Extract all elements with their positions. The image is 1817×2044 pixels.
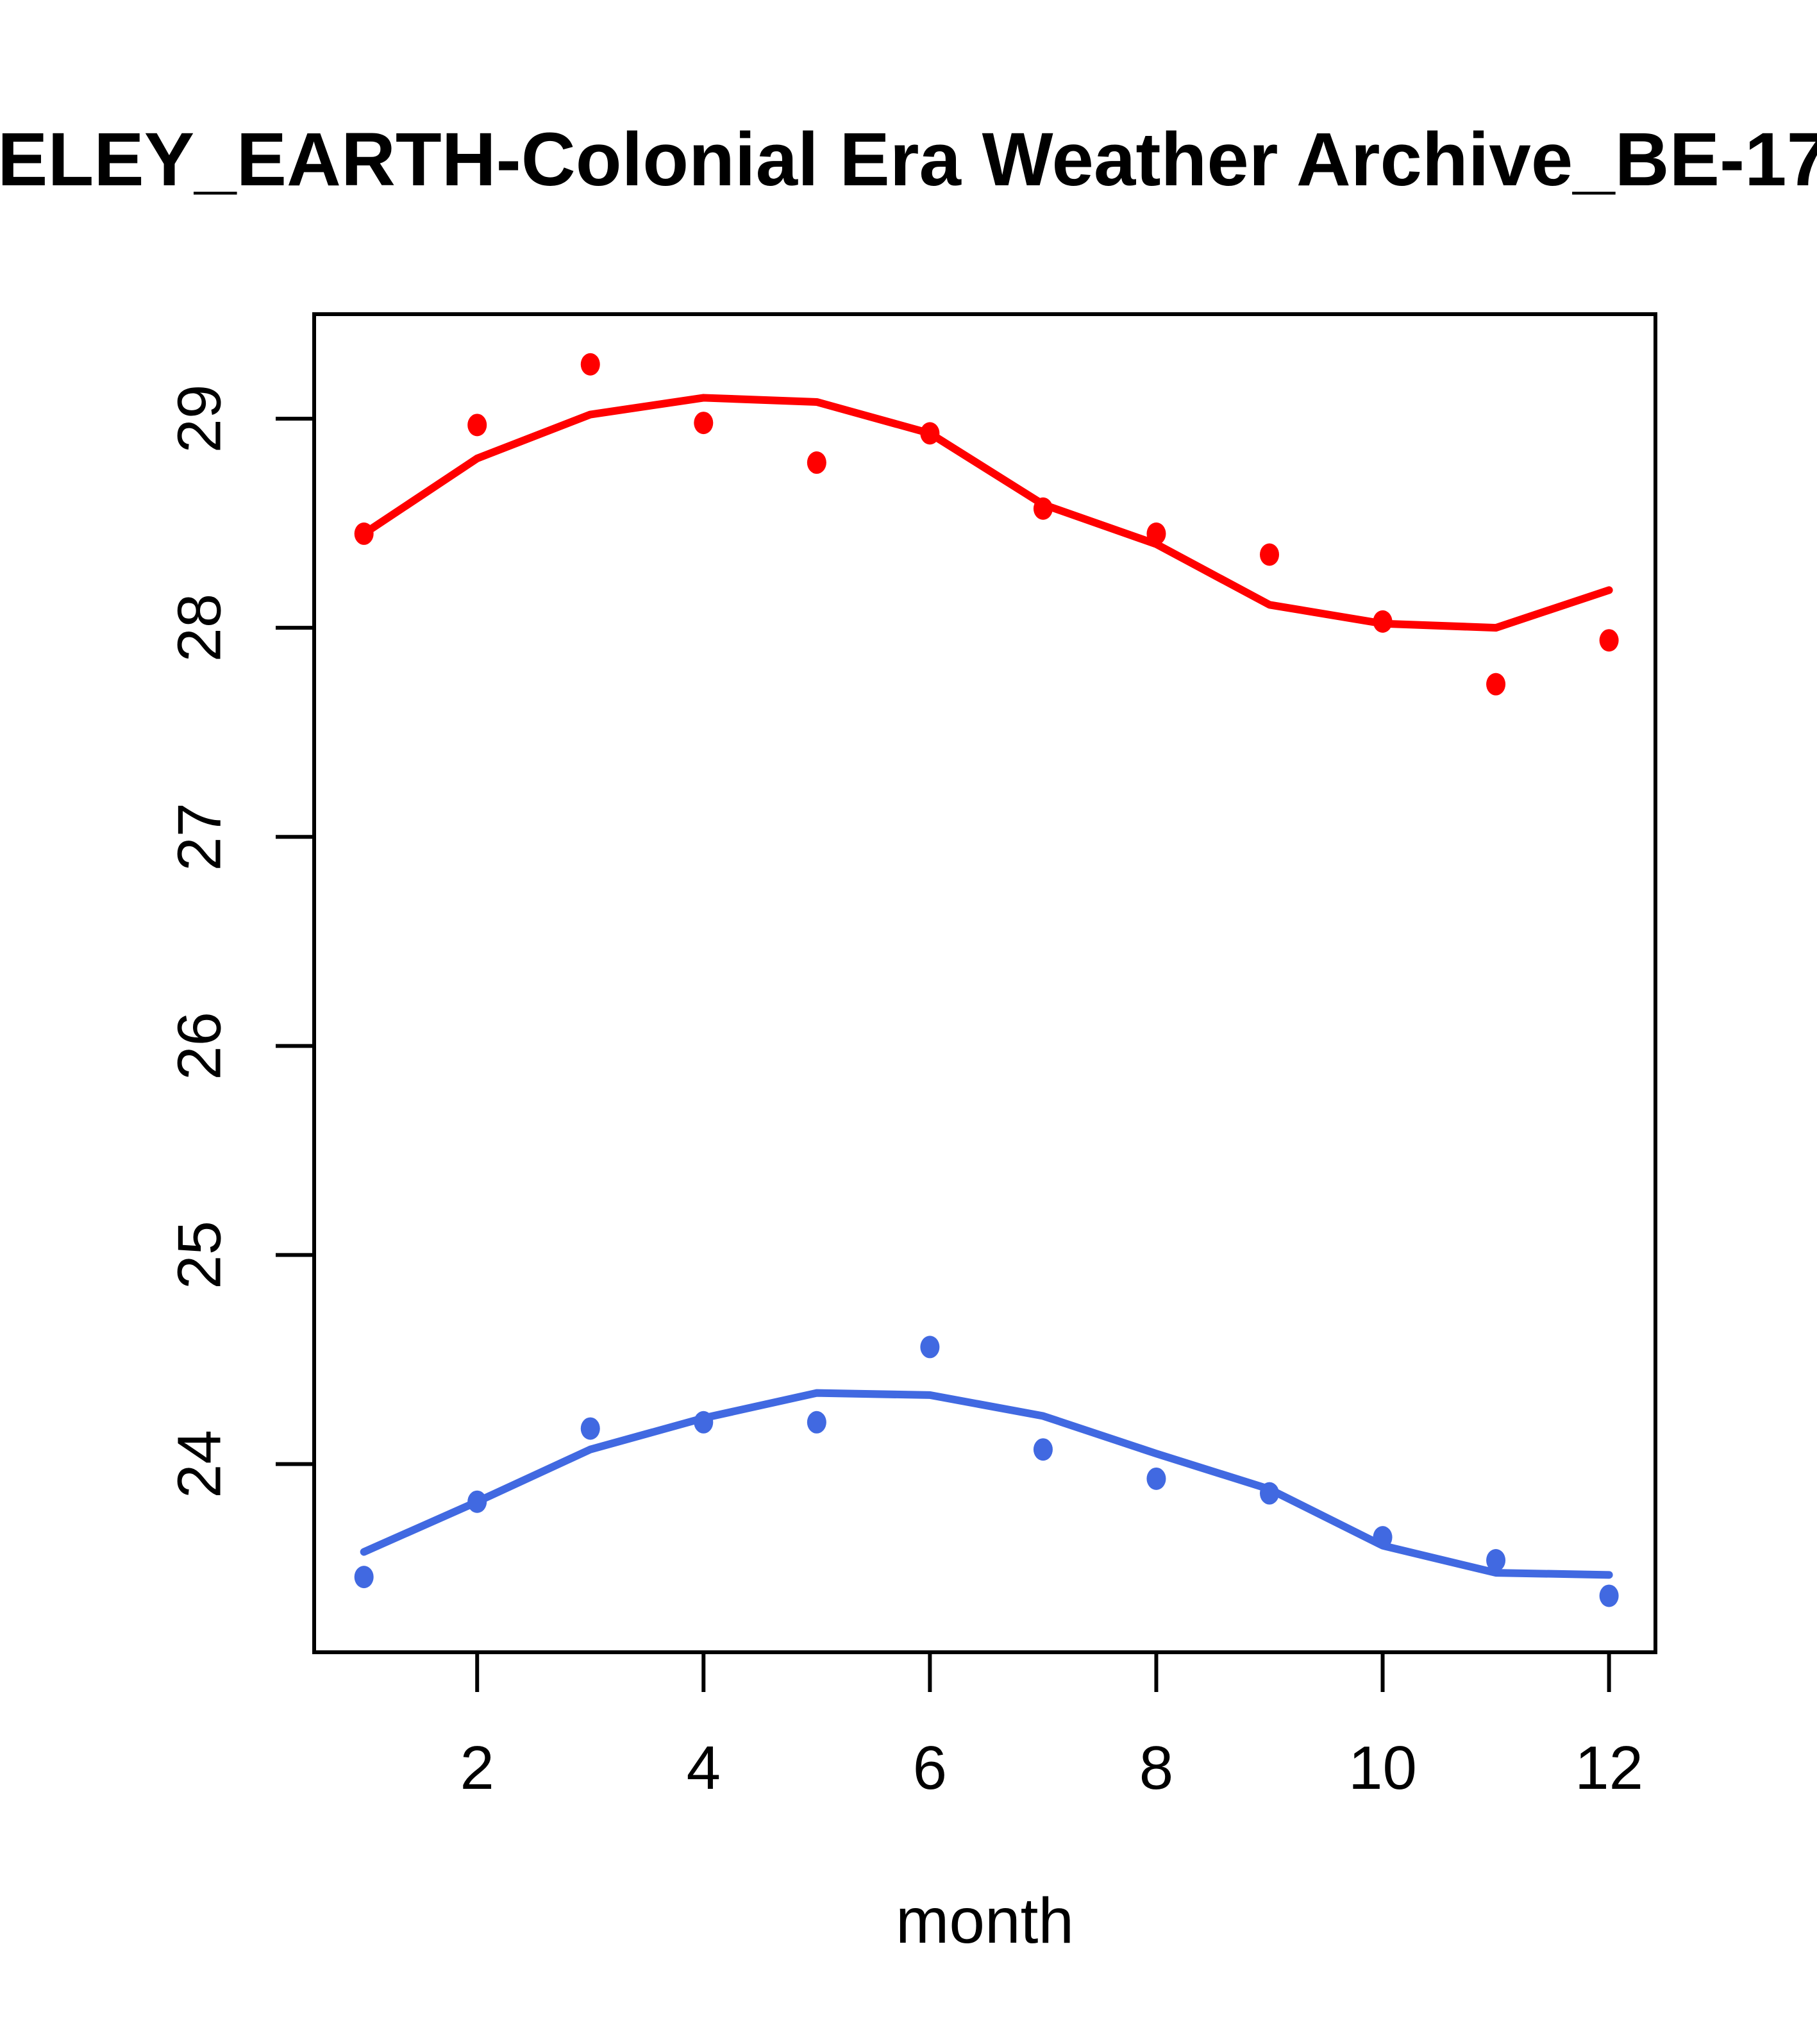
blue-series-data-point [1599, 1584, 1619, 1607]
red-series-data-point [354, 522, 374, 545]
chart-title: ELEY_EARTH-Colonial Era Weather Archive_… [0, 117, 1817, 202]
blue-series-data-point [467, 1490, 487, 1513]
red-series-data-point [1033, 497, 1053, 520]
blue-series-data-point [694, 1411, 714, 1434]
blue-series-data-point [1146, 1467, 1166, 1490]
y-axis-ticks: 24 25 26 27 28 29 [165, 385, 314, 1498]
y-tick-label: 29 [165, 385, 234, 453]
red-series-data-point [1486, 673, 1506, 696]
x-tick-label: 4 [687, 1734, 721, 1802]
blue-series-data-point [807, 1411, 826, 1434]
x-axis-ticks: 2 4 6 8 10 12 [460, 1652, 1643, 1802]
blue-series-data-point [354, 1566, 374, 1589]
x-axis-title: month [896, 1885, 1074, 1957]
red-series-data-point [694, 412, 714, 435]
y-tick-label: 25 [165, 1221, 234, 1289]
y-tick-label: 28 [165, 594, 234, 662]
red-series-data-point [1146, 522, 1166, 545]
y-tick-label: 27 [165, 803, 234, 871]
blue-series-data-point [1259, 1482, 1279, 1505]
red-series-data-point [1259, 543, 1279, 566]
blue-series-data-point [920, 1336, 940, 1359]
red-series-data-point [807, 451, 826, 474]
x-tick-label: 6 [913, 1734, 947, 1802]
plot-border-box [312, 312, 1657, 1654]
blue-series-smooth-line [360, 1389, 1613, 1579]
x-tick-label: 8 [1139, 1734, 1173, 1802]
y-tick-label: 26 [165, 1012, 234, 1080]
data-series [354, 353, 1619, 1607]
y-tick-label: 24 [165, 1430, 234, 1498]
x-tick-label: 10 [1348, 1734, 1417, 1802]
blue-series-data-point [1033, 1438, 1053, 1461]
red-series-data-point [920, 422, 940, 445]
blue-series-data-point [1373, 1526, 1393, 1549]
x-tick-label: 2 [460, 1734, 494, 1802]
red-series-data-point [580, 353, 600, 376]
red-series-data-point [1373, 610, 1393, 633]
red-series-data-point [1599, 629, 1619, 652]
blue-series-data-point [580, 1417, 600, 1440]
red-series-data-point [467, 414, 487, 437]
red-series-smooth-line [360, 394, 1613, 632]
x-tick-label: 12 [1575, 1734, 1643, 1802]
blue-series-data-point [1486, 1549, 1506, 1572]
